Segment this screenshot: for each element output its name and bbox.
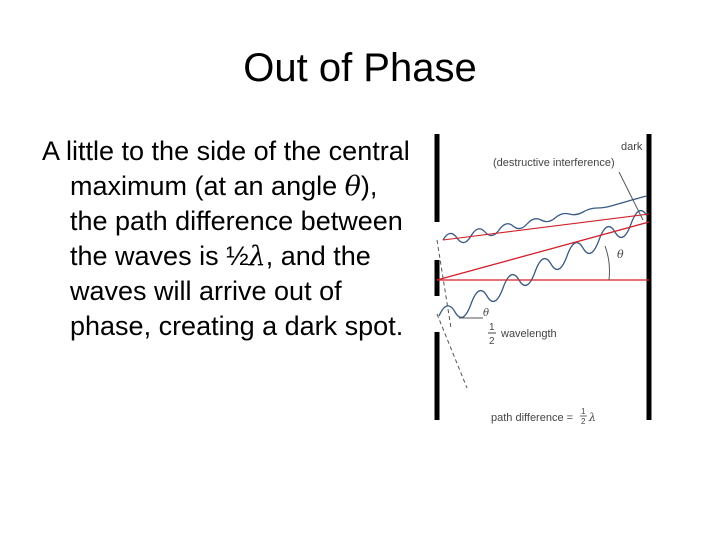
wave-lower [438,209,648,319]
path-difference-dashed [436,313,468,389]
dark-label: dark [621,141,643,153]
fraction-numerator: 1 [489,322,495,333]
angle-arc [604,245,610,281]
wave-upper [442,195,648,244]
body-text: A little to the side of the central maxi… [42,134,420,343]
half-symbol: ½ [226,240,249,271]
small-theta-label: θ [483,308,489,319]
interference-diagram: θ dark (destructive interference) θ 1 2 … [434,134,652,426]
theta-symbol: θ [344,170,361,202]
body-text-part-3: , and the waves will arrive out of phase… [70,240,404,341]
angled-ray [436,221,650,281]
slit-normal-dashed [436,239,452,329]
pd-fraction-numerator: 1 [581,407,586,416]
body-text-part-1: A little to the side of the central maxi… [42,136,410,201]
destructive-interference-label: (destructive interference) [493,157,615,169]
lambda-symbol: λ [248,240,266,272]
angled-ray-upper [442,213,650,241]
dark-pointer [618,171,644,221]
wavelength-label: wavelength [500,328,557,340]
fraction-denominator: 2 [489,336,495,347]
pd-fraction-denominator: 2 [581,417,586,426]
pd-lambda-label: λ [588,411,596,424]
theta-label: θ [617,248,624,261]
page-title: Out of Phase [243,46,477,90]
path-difference-label: path difference = [491,412,573,424]
body-text-part-2: ), the path difference between the waves… [70,170,403,271]
